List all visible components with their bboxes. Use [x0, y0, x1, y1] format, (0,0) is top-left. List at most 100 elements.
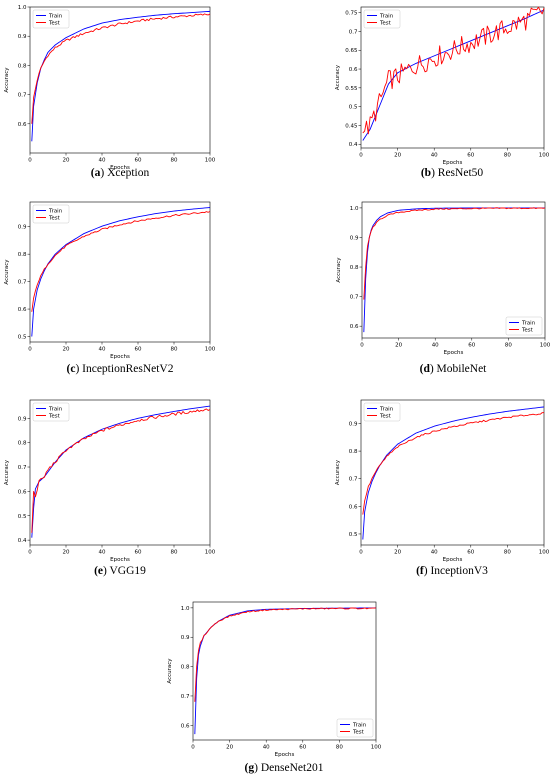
legend-label: Test: [48, 21, 61, 27]
x-tick-label: 80: [504, 153, 511, 159]
plot-area: [360, 6, 545, 149]
x-tick-label: 60: [135, 347, 142, 353]
y-tick-label: 0.7: [18, 465, 27, 471]
x-tick-label: 40: [431, 550, 438, 556]
legend-box: [32, 204, 70, 224]
plot-area: [360, 399, 545, 546]
y-axis-label: Accuracy: [4, 459, 10, 485]
x-tick-label: 0: [28, 347, 32, 353]
plot-area: [361, 201, 546, 339]
series-line-test: [362, 6, 545, 135]
y-tick-label: 0.7: [350, 295, 359, 301]
y-tick-label: 0.7: [18, 93, 27, 99]
y-tick-label: 0.6: [349, 504, 358, 510]
chart-panel: 0 20 40 60 80 100 0.4 0.45 0.5 0.55 0.6 0.65 0.7 0.75…: [335, 6, 550, 179]
series-line-test: [31, 13, 211, 124]
y-tick-label: 1.0: [181, 606, 190, 612]
y-tick-label: 0.6: [181, 723, 190, 729]
caption-letter: (a: [91, 167, 101, 179]
y-tick-label: 0.55: [345, 86, 358, 92]
x-tick-label: 80: [171, 158, 178, 164]
x-tick-label: 40: [99, 158, 106, 164]
caption-name: ) InceptionResNetV2: [75, 363, 173, 375]
chart-panel: 0 20 40 60 80 100 0.6 0.7 0.8 0.9 1.0 Epochs Accurac…: [4, 5, 216, 179]
x-tick-label: 40: [432, 343, 439, 349]
y-tick-label: 0.4: [18, 538, 27, 544]
y-axis-label: Accuracy: [4, 67, 10, 93]
legend-box: [363, 9, 401, 29]
y-tick-label: 0.7: [349, 477, 358, 483]
y-tick-label: 0.5: [349, 532, 358, 538]
x-tick-label: 40: [263, 745, 270, 751]
legend-label: Train: [379, 14, 394, 20]
legend-box: [336, 718, 374, 738]
x-tick-label: 0: [28, 550, 32, 556]
y-tick-label: 0.5: [18, 335, 27, 341]
chart-panel: 0 20 40 60 80 100 0.6 0.7 0.8 0.9 1.0 Epochs Accurac…: [336, 201, 550, 375]
legend-label: Test: [379, 21, 392, 27]
legend-label: Test: [379, 414, 392, 420]
legend-box: [32, 9, 70, 29]
y-tick-label: 0.8: [350, 265, 359, 271]
series-line-test: [31, 408, 211, 533]
y-tick-label: 0.6: [350, 324, 359, 330]
y-tick-label: 0.75: [345, 11, 358, 17]
series-line-train: [31, 405, 211, 538]
x-tick-label: 0: [28, 158, 32, 164]
caption-name: ) DenseNet201: [254, 762, 324, 774]
y-tick-label: 0.8: [349, 449, 358, 455]
x-axis-label: Epochs: [444, 350, 464, 356]
x-tick-label: 100: [371, 745, 382, 751]
y-tick-label: 0.7: [18, 280, 27, 286]
x-tick-label: 80: [505, 343, 512, 349]
y-axis-label: Accuracy: [335, 459, 341, 485]
x-tick-label: 40: [99, 550, 106, 556]
y-tick-label: 1.0: [18, 5, 27, 11]
y-tick-label: 0.4: [349, 142, 358, 148]
series-line-test: [31, 211, 211, 312]
plot-area: [192, 601, 377, 741]
caption-letter: (f: [416, 565, 424, 577]
subfigure-caption: (g) DenseNet201: [245, 762, 324, 774]
x-tick-label: 20: [63, 550, 70, 556]
x-tick-label: 20: [394, 153, 401, 159]
x-tick-label: 60: [467, 153, 474, 159]
legend-label: Test: [48, 216, 61, 222]
x-tick-label: 80: [171, 550, 178, 556]
plot-area: [29, 399, 211, 546]
series-line-train: [194, 607, 377, 735]
y-tick-label: 0.6: [18, 307, 27, 313]
x-tick-label: 0: [359, 550, 363, 556]
y-tick-label: 0.6: [18, 489, 27, 495]
series-line-test: [363, 207, 546, 300]
caption-letter: (g: [245, 762, 255, 774]
plot-area: [29, 6, 211, 154]
y-tick-label: 0.5: [18, 514, 27, 520]
series-line-train: [31, 10, 211, 142]
caption-letter: (c: [67, 363, 76, 375]
y-axis-label: Accuracy: [335, 64, 341, 90]
x-tick-label: 60: [468, 343, 475, 349]
subfigure-caption: (b) ResNet50: [421, 167, 484, 179]
series-line-test: [194, 607, 377, 702]
legend-label: Test: [352, 730, 365, 736]
x-tick-label: 20: [394, 550, 401, 556]
x-tick-label: 80: [171, 347, 178, 353]
y-axis-label: Accuracy: [336, 257, 342, 283]
series-line-test: [362, 412, 545, 515]
y-tick-label: 0.8: [181, 665, 190, 671]
chart-panel: 0 20 40 60 80 100 0.4 0.5 0.6 0.7 0.8 0.9 Epochs Accu…: [4, 399, 216, 577]
legend-box: [32, 402, 70, 422]
y-tick-label: 0.8: [18, 252, 27, 258]
x-tick-label: 100: [540, 343, 550, 349]
series-line-train: [362, 406, 545, 540]
x-tick-label: 100: [205, 158, 216, 164]
y-tick-label: 0.8: [18, 63, 27, 69]
caption-letter: (b: [421, 167, 431, 179]
y-tick-label: 0.6: [18, 122, 27, 128]
